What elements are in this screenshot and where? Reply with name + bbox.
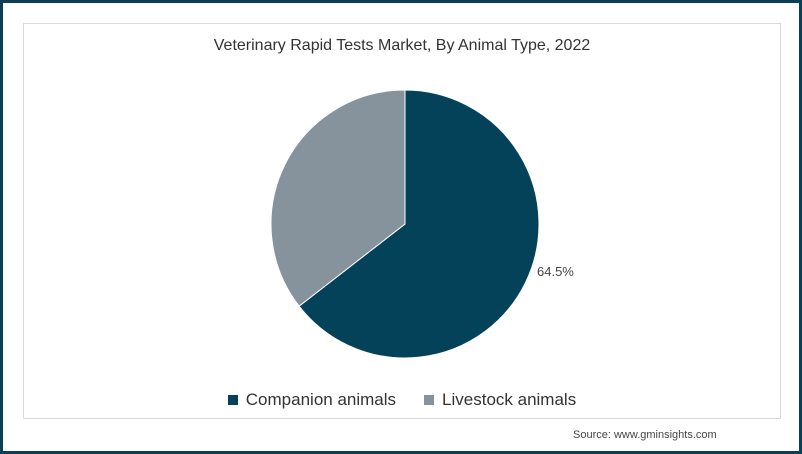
- pie-slice-livestock-animals: [270, 89, 406, 307]
- legend-item-companion: Companion animals: [227, 390, 397, 410]
- legend-label-livestock: Livestock animals: [442, 390, 577, 409]
- chart-title: Veterinary Rapid Tests Market, By Animal…: [213, 37, 591, 54]
- legend-swatch-livestock: [424, 395, 435, 405]
- legend-label-companion: Companion animals: [245, 390, 397, 409]
- pie-slice-companion-animals: [298, 89, 540, 359]
- legend-swatch-companion: [227, 395, 238, 405]
- pie-chart: [270, 89, 540, 359]
- legend-item-livestock: Livestock animals: [424, 390, 576, 410]
- legend: Companion animals Livestock animals: [24, 390, 780, 410]
- companion-data-label: 64.5%: [537, 264, 574, 279]
- chart-panel: Veterinary Rapid Tests Market, By Animal…: [23, 23, 781, 419]
- source-note: Source: www.gminsights.com: [573, 429, 717, 441]
